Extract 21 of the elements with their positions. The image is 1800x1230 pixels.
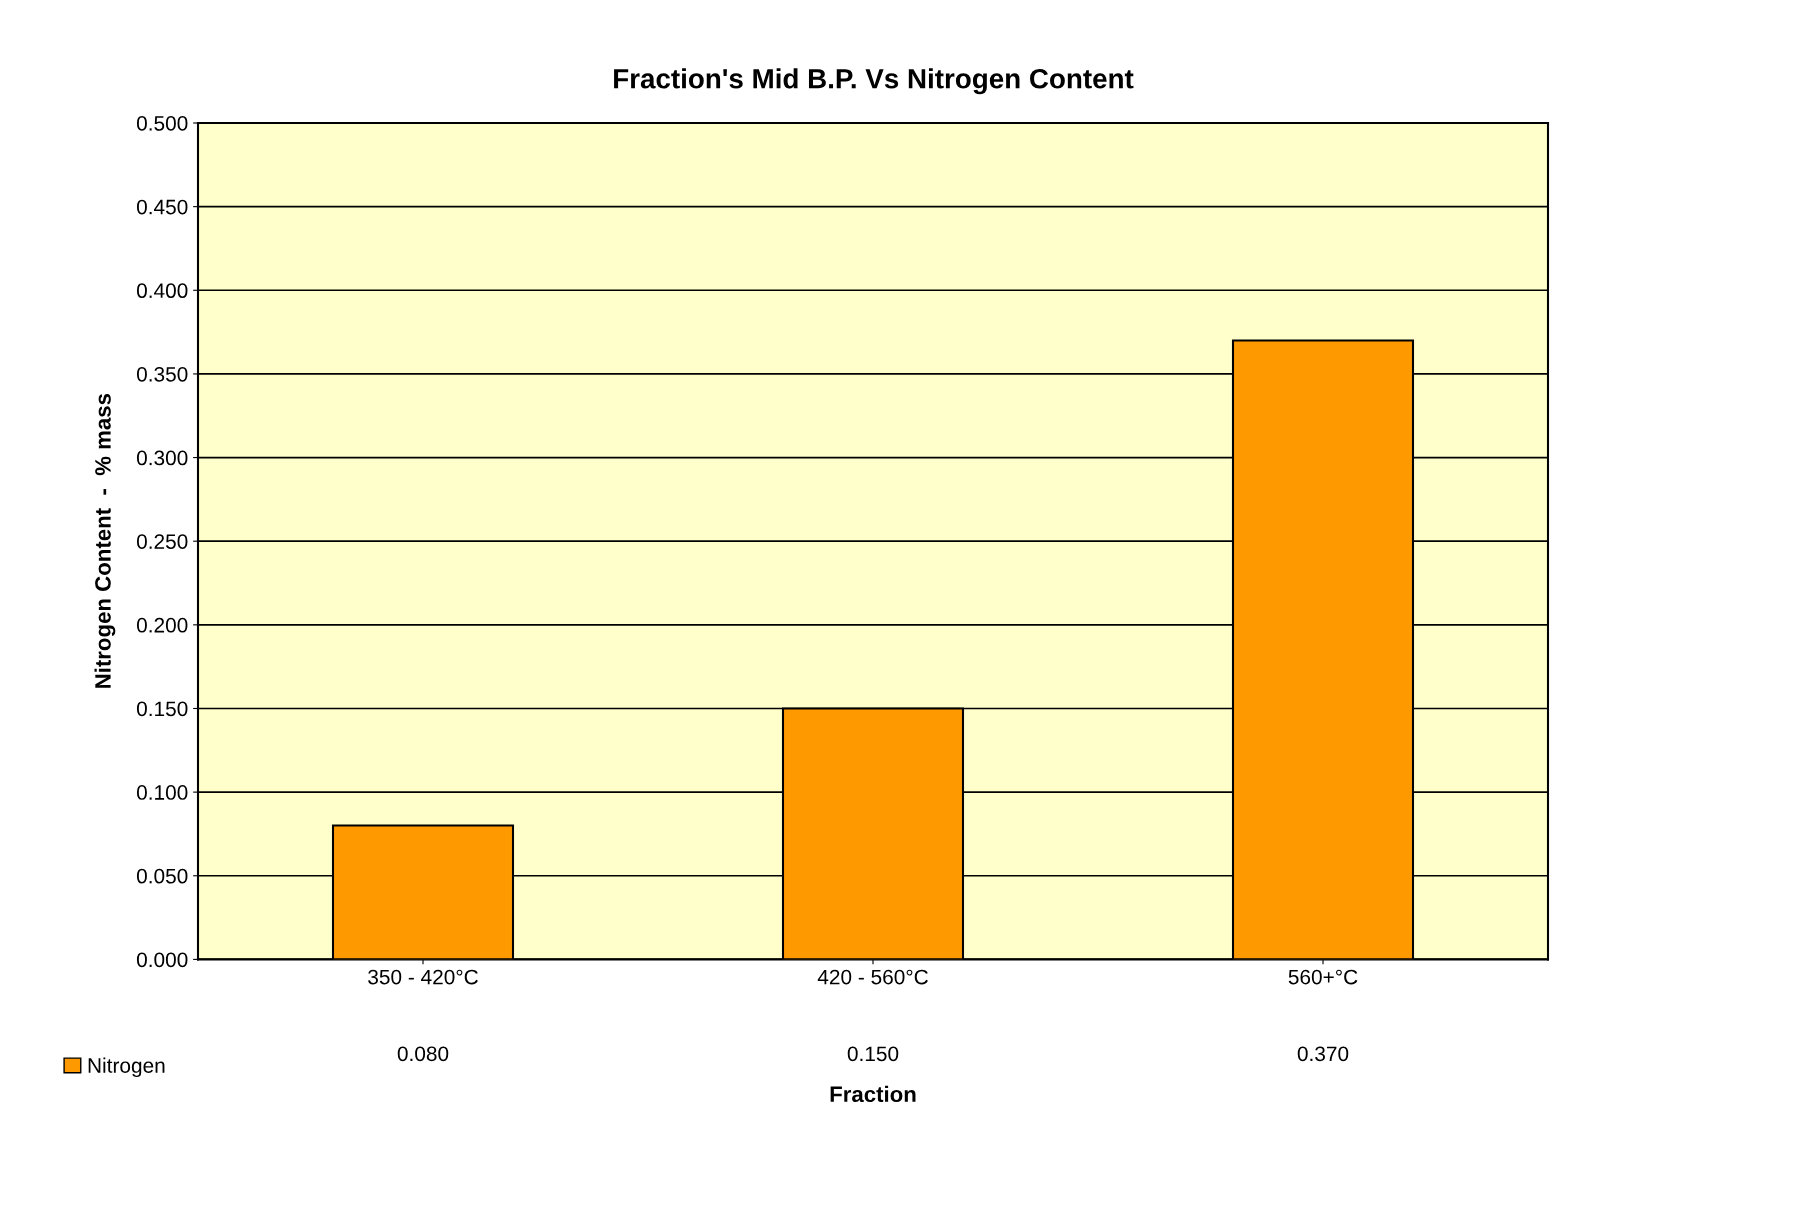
- x-tick-label: 420 - 560°C: [817, 969, 928, 985]
- y-tick-label: 0.100: [136, 785, 188, 800]
- data-label: 0.080: [397, 1046, 449, 1062]
- data-label: 0.150: [847, 1046, 899, 1062]
- y-tick-label: 0.350: [136, 366, 188, 382]
- y-axis-title: Nitrogen Content - % mass: [94, 393, 116, 688]
- y-tick-label: 0.500: [136, 116, 188, 131]
- y-tick-label: 0.250: [136, 534, 188, 549]
- data-label: 0.370: [1297, 1046, 1349, 1062]
- chart-title: Fraction's Mid B.P. Vs Nitrogen Content: [614, 68, 1134, 95]
- y-tick-label: 0.300: [136, 450, 188, 466]
- y-tick-label: 0.200: [136, 617, 188, 633]
- y-tick-label: 0.000: [136, 952, 188, 968]
- x-tick-label: 350 - 420°C: [368, 969, 478, 985]
- x-axis-title: Fraction: [830, 1085, 916, 1103]
- y-tick-label: 0.150: [136, 701, 188, 717]
- legend-label: Nitrogen: [88, 1057, 165, 1078]
- y-tick-label: 0.450: [136, 199, 188, 215]
- x-tick-label: 560+°C: [1288, 969, 1358, 985]
- y-tick-label: 0.050: [136, 868, 188, 884]
- y-tick-label: 0.400: [136, 283, 188, 299]
